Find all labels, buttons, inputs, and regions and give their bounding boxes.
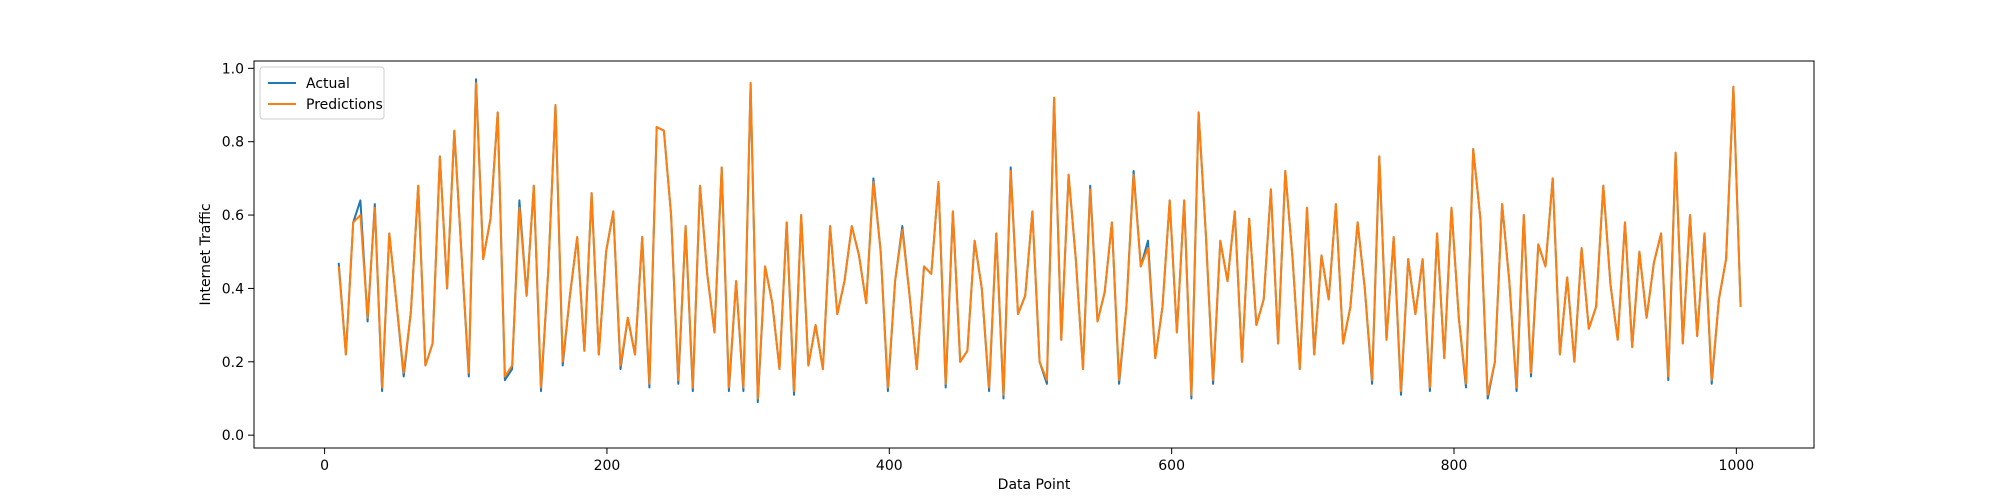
y-tick-label: 1.0 (222, 61, 244, 77)
series-layer (337, 78, 1742, 404)
x-tick-label: 400 (876, 458, 903, 474)
legend: Actual Predictions (259, 66, 385, 120)
y-axis-ticks: 0.0 0.2 0.4 0.6 0.8 1.0 (222, 61, 254, 444)
y-axis-label: Internet Traffic (198, 203, 214, 305)
series-line-predictions (337, 82, 1742, 400)
y-tick-label: 0.4 (222, 281, 244, 297)
legend-label: Actual (306, 76, 350, 92)
x-tick-label: 600 (1158, 458, 1185, 474)
x-tick-label: 0 (320, 458, 329, 474)
y-tick-label: 0.2 (222, 355, 244, 371)
y-tick-label: 0.0 (222, 428, 244, 444)
legend-label: Predictions (306, 97, 383, 113)
x-axis-label: Data Point (998, 477, 1071, 493)
y-tick-label: 0.6 (222, 208, 244, 224)
legend-box (259, 66, 385, 120)
axes-frame (253, 60, 1815, 449)
x-tick-label: 800 (1441, 458, 1468, 474)
x-tick-label: 1000 (1719, 458, 1755, 474)
x-axis-ticks: 0 200 400 600 800 1000 (320, 448, 1754, 474)
y-tick-label: 0.8 (222, 135, 244, 151)
x-tick-label: 200 (594, 458, 621, 474)
